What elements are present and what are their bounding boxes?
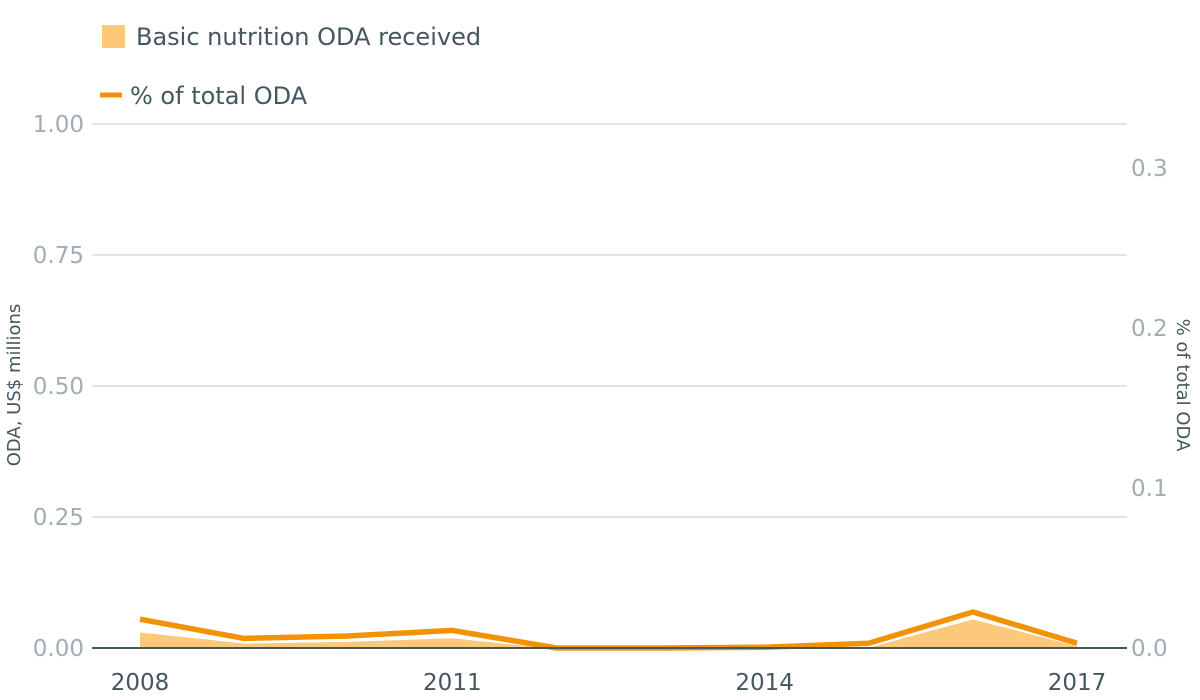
axes: 0.00 0.25 0.50 0.75 1.00 0.0 0.1 0.2 0.3 2008 2011… — [33, 112, 1168, 696]
legend-area-label: Basic nutrition ODA received — [136, 23, 481, 51]
y-left-tick-label: 0.75 — [33, 243, 84, 269]
gridlines — [92, 123, 1127, 518]
legend-line-label: % of total ODA — [130, 82, 308, 110]
y-right-tick-label: 0.1 — [1131, 476, 1168, 502]
y-right-tick-label: 0.0 — [1131, 636, 1168, 662]
legend: Basic nutrition ODA received % of total … — [100, 23, 481, 110]
legend-area-swatch — [102, 25, 125, 48]
legend-item-line: % of total ODA — [100, 82, 308, 110]
x-tick-label: 2011 — [423, 670, 482, 696]
y-left-tick-label: 1.00 — [33, 112, 84, 138]
y-axis-right-title: % of total ODA — [1172, 319, 1193, 452]
x-tick-label: 2017 — [1048, 670, 1107, 696]
y-left-tick-label: 0.50 — [33, 374, 84, 400]
x-tick-label: 2014 — [735, 670, 794, 696]
y-left-tick-label: 0.25 — [33, 505, 84, 531]
y-axis-left-title: ODA, US$ millions — [4, 304, 25, 467]
y-left-tick-label: 0.00 — [33, 636, 84, 662]
y-right-tick-label: 0.3 — [1131, 156, 1168, 182]
x-tick-label: 2008 — [111, 670, 170, 696]
legend-item-area: Basic nutrition ODA received — [102, 23, 481, 51]
y-right-tick-label: 0.2 — [1131, 316, 1168, 342]
